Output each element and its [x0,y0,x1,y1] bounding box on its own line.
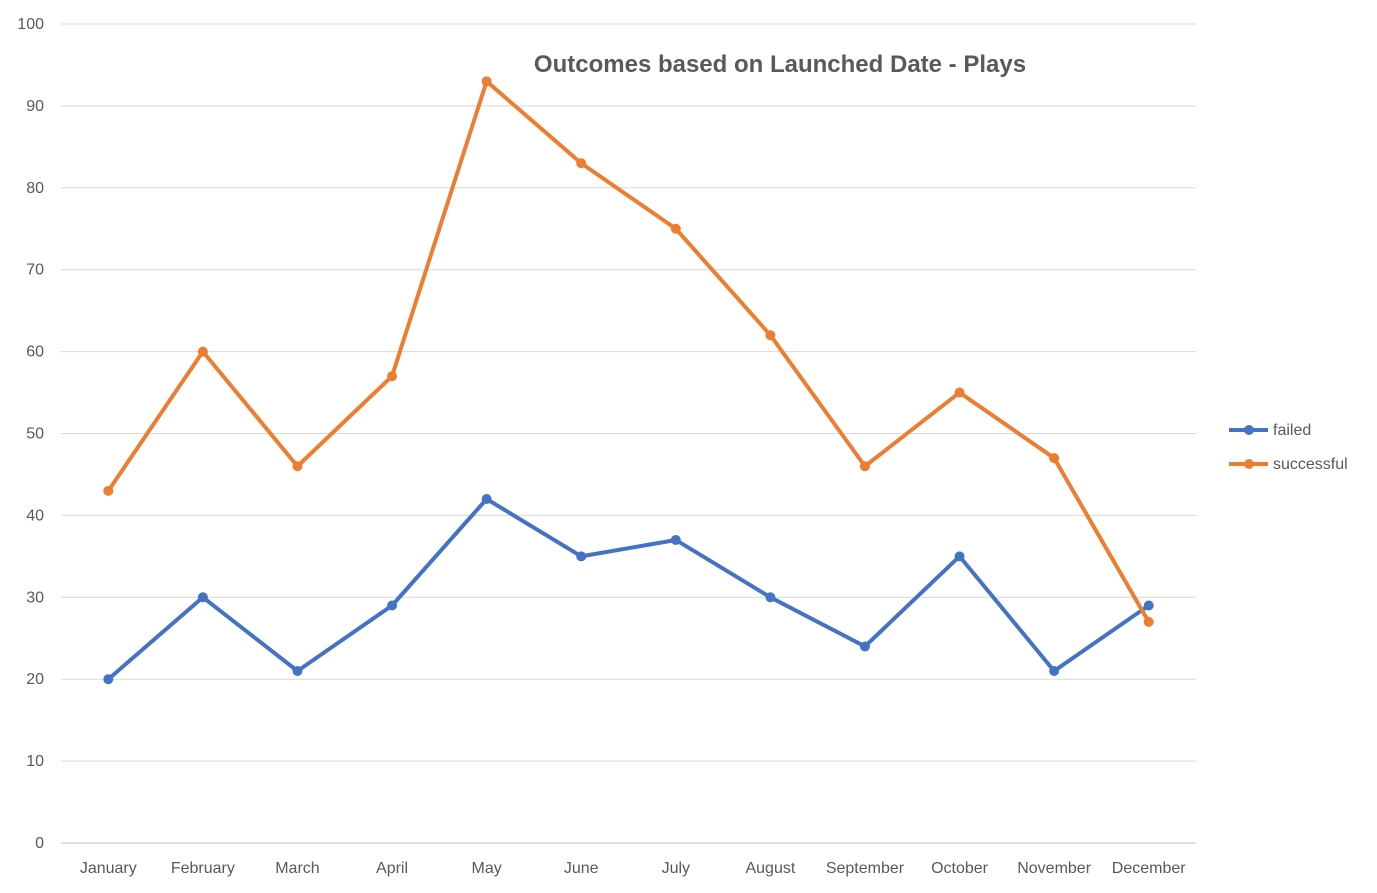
data-point-failed [292,666,303,677]
y-tick-label: 10 [26,753,44,770]
x-tick-label: June [564,860,599,877]
x-tick-label: September [826,860,905,877]
y-axis-tick-labels: 0 10 20 30 40 50 60 70 80 90 100 [17,16,44,852]
series-failed [103,494,1154,685]
data-point-failed [1049,666,1060,677]
y-tick-label: 0 [35,835,44,852]
legend-item-successful: successful [1229,456,1348,473]
y-tick-label: 30 [26,589,44,606]
data-point-failed [954,551,965,562]
data-point-failed [387,600,398,611]
x-axis-tick-labels: January February March April May June July Augu… [80,860,1186,877]
data-point-failed [670,534,681,545]
data-point-successful [576,158,587,169]
data-point-successful [765,330,776,341]
gridlines [61,23,1196,844]
y-tick-label: 40 [26,507,44,524]
data-point-failed [481,494,492,505]
data-point-failed [765,592,776,603]
y-tick-label: 80 [26,180,44,197]
y-tick-label: 100 [17,16,44,33]
legend-marker-successful [1244,459,1254,469]
data-point-successful [103,485,114,496]
x-tick-label: November [1017,860,1091,877]
data-point-failed [1143,600,1154,611]
x-tick-label: December [1112,860,1186,877]
x-tick-label: February [171,860,235,877]
x-tick-label: May [472,860,502,877]
legend: failed successful [1229,422,1348,473]
series-lines [103,76,1154,685]
series-line-failed [106,497,1151,682]
chart-title: Outcomes based on Launched Date - Plays [534,51,1026,78]
x-tick-label: October [931,860,989,877]
data-point-failed [197,592,208,603]
data-point-successful [1049,453,1060,464]
data-point-successful [670,223,681,234]
y-tick-label: 50 [26,426,44,443]
legend-item-failed: failed [1229,422,1311,439]
data-point-successful [387,371,398,382]
data-point-successful [481,76,492,87]
legend-label-failed: failed [1273,422,1311,439]
y-tick-label: 20 [26,671,44,688]
y-tick-label: 60 [26,344,44,361]
x-tick-label: August [745,860,795,877]
x-tick-label: July [662,860,690,877]
data-point-successful [292,461,303,472]
data-point-failed [576,551,587,562]
data-point-successful [197,346,208,357]
legend-label-successful: successful [1273,456,1348,473]
x-tick-label: April [376,860,408,877]
y-tick-label: 70 [26,262,44,279]
data-point-successful [954,387,965,398]
data-point-failed [859,641,870,652]
y-tick-label: 90 [26,98,44,115]
series-successful [103,76,1154,627]
x-tick-label: January [80,860,137,877]
data-point-successful [859,461,870,472]
data-point-failed [103,674,114,685]
data-point-successful [1143,616,1154,627]
x-tick-label: March [275,860,319,877]
series-line-successful [106,79,1151,624]
legend-marker-failed [1244,425,1254,435]
